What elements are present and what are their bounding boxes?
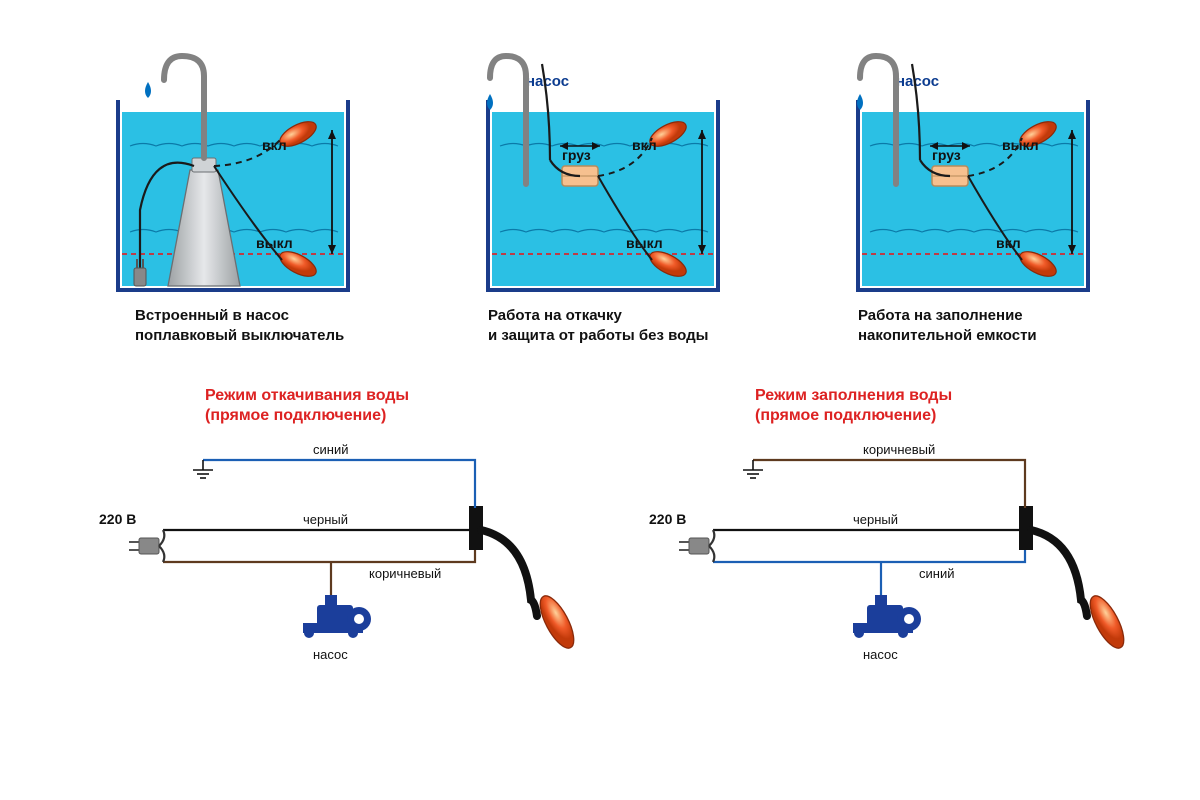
tank-1: вкл выкл	[118, 56, 348, 290]
tank-2: вклвыклнасосгруз	[487, 56, 718, 290]
scheme-2: Режим заполнения воды (прямое подключение…	[649, 387, 1130, 662]
svg-text:Встроенный в насос: Встроенный в насос	[135, 307, 289, 324]
svg-text:Режим заполнения воды: Режим заполнения воды	[755, 387, 952, 404]
svg-text:Работа на откачку: Работа на откачку	[488, 307, 622, 324]
caption-3: Работа на заполнение накопительной емкост…	[858, 307, 1037, 344]
svg-text:220 В: 220 В	[649, 511, 686, 527]
svg-text:синий: синий	[313, 442, 348, 457]
caption-2: Работа на откачку и защита от работы без …	[488, 307, 708, 344]
svg-text:коричневый: коричневый	[369, 566, 441, 581]
svg-text:черный: черный	[853, 512, 898, 527]
svg-text:насос: насос	[863, 647, 898, 662]
svg-text:(прямое подключение): (прямое подключение)	[205, 407, 386, 424]
svg-text:насос: насос	[896, 73, 939, 90]
svg-text:Работа на заполнение: Работа на заполнение	[858, 307, 1023, 324]
svg-text:груз: груз	[562, 147, 591, 163]
svg-text:груз: груз	[932, 147, 961, 163]
svg-text:коричневый: коричневый	[863, 442, 935, 457]
svg-text:(прямое подключение): (прямое подключение)	[755, 407, 936, 424]
diagram-page: { "canvas":{"w":1200,"h":800,"bg":"#ffff…	[0, 0, 1200, 800]
svg-text:поплавковый выключатель: поплавковый выключатель	[135, 327, 344, 344]
tank-3: выклвклнасосгруз	[857, 56, 1088, 290]
svg-text:и защита от работы без воды: и защита от работы без воды	[488, 327, 708, 344]
svg-text:вкл: вкл	[632, 137, 657, 153]
svg-text:синий: синий	[919, 566, 954, 581]
svg-text:выкл: выкл	[256, 235, 293, 251]
svg-text:насос: насос	[526, 73, 569, 90]
svg-text:Режим откачивания воды: Режим откачивания воды	[205, 387, 409, 404]
svg-text:220 В: 220 В	[99, 511, 136, 527]
caption-1: Встроенный в насос поплавковый выключател…	[135, 307, 344, 344]
diagram-svg: вклвыклвклвыклнасосгрузвыклвклнасосгрузВ…	[0, 0, 1200, 800]
svg-text:накопительной емкости: накопительной емкости	[858, 327, 1037, 344]
svg-text:вкл: вкл	[262, 137, 287, 153]
svg-text:насос: насос	[313, 647, 348, 662]
scheme-1: Режим откачивания воды (прямое подключени…	[99, 387, 580, 662]
svg-text:черный: черный	[303, 512, 348, 527]
